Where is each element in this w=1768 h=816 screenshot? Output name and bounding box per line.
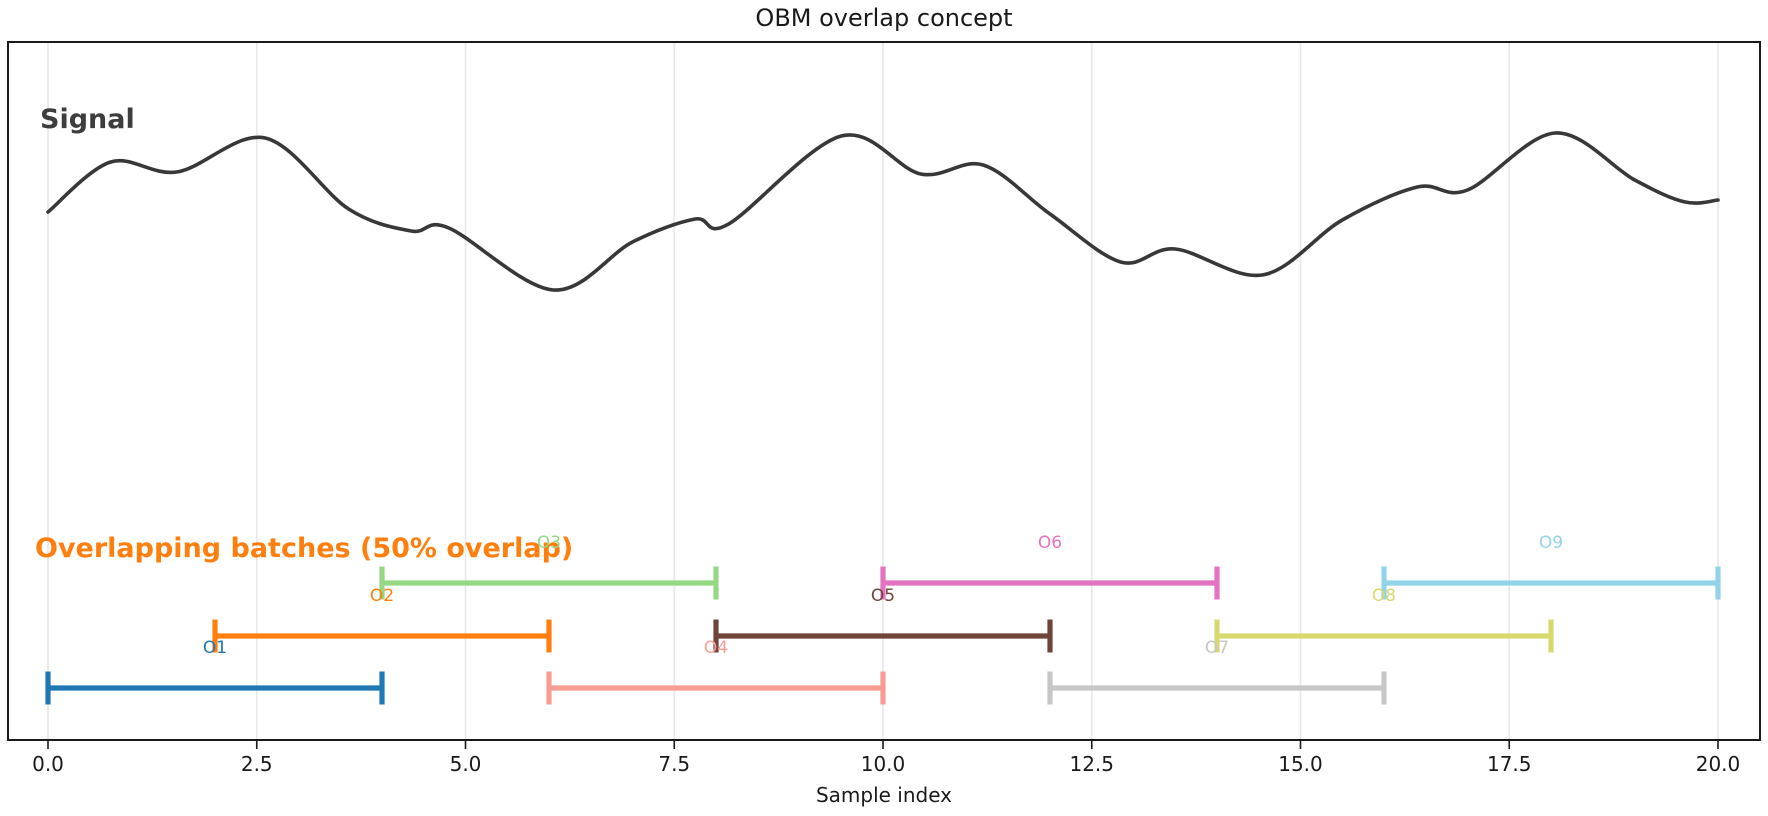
x-tick-label: 10.0 [860, 752, 906, 776]
x-tick-label: 12.5 [1069, 752, 1115, 776]
x-tick-label: 2.5 [240, 752, 273, 776]
batch-label-o9: O9 [1538, 533, 1564, 553]
x-axis-label: Sample index [815, 783, 953, 807]
batch-label-o6: O6 [1037, 533, 1063, 553]
batch-label-o5: O5 [870, 586, 896, 606]
batch-label-o3: O3 [536, 533, 562, 553]
x-tick-label: 7.5 [658, 752, 691, 776]
x-tick-label: 15.0 [1278, 752, 1323, 776]
chart-title: OBM overlap concept [755, 4, 1013, 32]
plot-border [7, 41, 1761, 741]
batches-heading: Overlapping batches (50% overlap) [35, 533, 574, 564]
x-tick-label: 5.0 [449, 752, 482, 776]
batch-label-o1: O1 [202, 638, 228, 658]
signal-line [46, 131, 1720, 292]
batch-label-o4: O4 [703, 638, 729, 658]
batch-label-o7: O7 [1204, 638, 1230, 658]
batch-label-o2: O2 [369, 586, 395, 606]
x-tick-label: 0.0 [32, 752, 64, 776]
x-tick-label: 17.5 [1486, 752, 1532, 776]
signal-label: Signal [40, 104, 135, 135]
x-tick-label: 20.0 [1695, 752, 1741, 776]
batch-label-o8: O8 [1371, 586, 1397, 606]
